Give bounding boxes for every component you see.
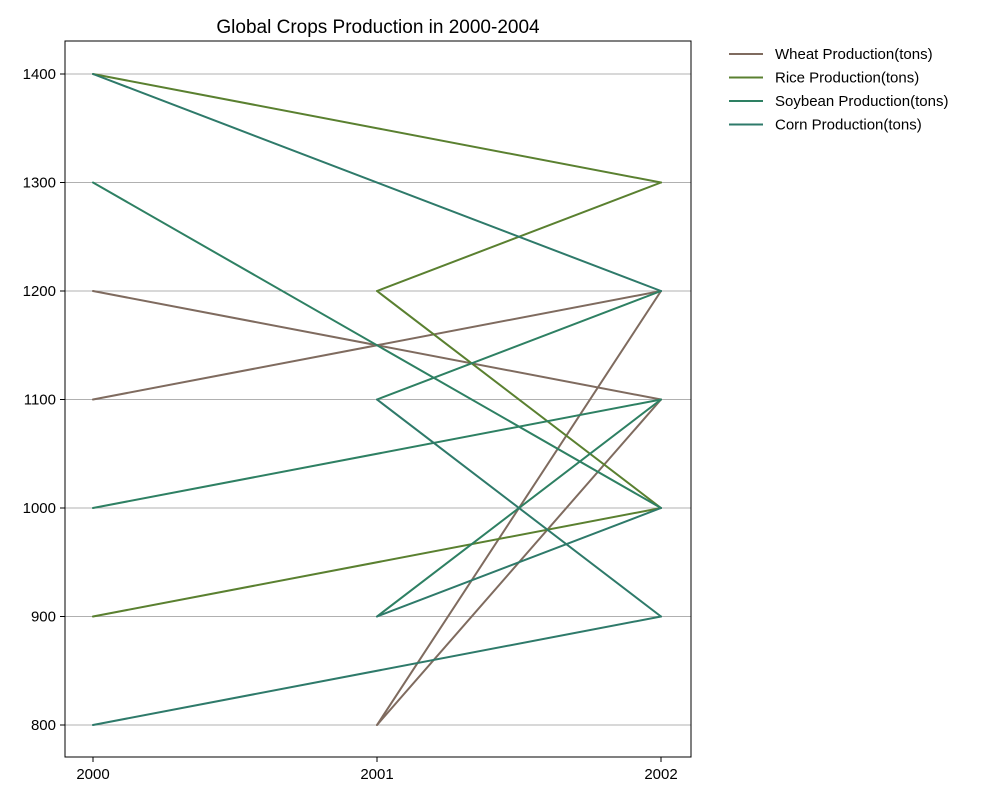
series-line-2 — [92, 73, 662, 184]
y-tick-label: 1300 — [23, 175, 56, 192]
y-tick-label: 900 — [31, 609, 56, 626]
series-line-3 — [92, 398, 662, 509]
y-tick-label: 1400 — [23, 66, 56, 83]
series-line-2 — [376, 290, 662, 509]
series-line-4 — [376, 398, 662, 618]
legend-label: Corn Production(tons) — [775, 117, 922, 134]
y-axis-ticks: 800 900 1000 1100 1200 1300 1400 — [23, 66, 65, 734]
legend-label: Soybean Production(tons) — [775, 93, 948, 110]
series-lines — [92, 73, 662, 726]
y-tick-label: 1200 — [23, 283, 56, 300]
series-line-4 — [376, 507, 662, 618]
chart-title: Global Crops Production in 2000-2004 — [216, 17, 540, 38]
x-tick-label: 2001 — [360, 766, 393, 783]
y-tick-label: 1000 — [23, 500, 56, 517]
series-line-3 — [376, 290, 662, 401]
legend-label: Rice Production(tons) — [775, 70, 919, 87]
series-line-3 — [92, 181, 662, 509]
series-line-4 — [92, 73, 662, 292]
series-line-4 — [92, 615, 662, 726]
legend-label: Wheat Production(tons) — [775, 46, 933, 63]
x-axis-ticks: 2000 2001 2002 — [76, 757, 678, 783]
x-tick-label: 2002 — [644, 766, 677, 783]
x-tick-label: 2000 — [76, 766, 109, 783]
y-tick-label: 1100 — [24, 392, 56, 409]
series-line-2 — [92, 507, 662, 618]
legend: Wheat Production(tons) Rice Production(to… — [729, 46, 948, 134]
y-tick-label: 800 — [31, 717, 56, 734]
